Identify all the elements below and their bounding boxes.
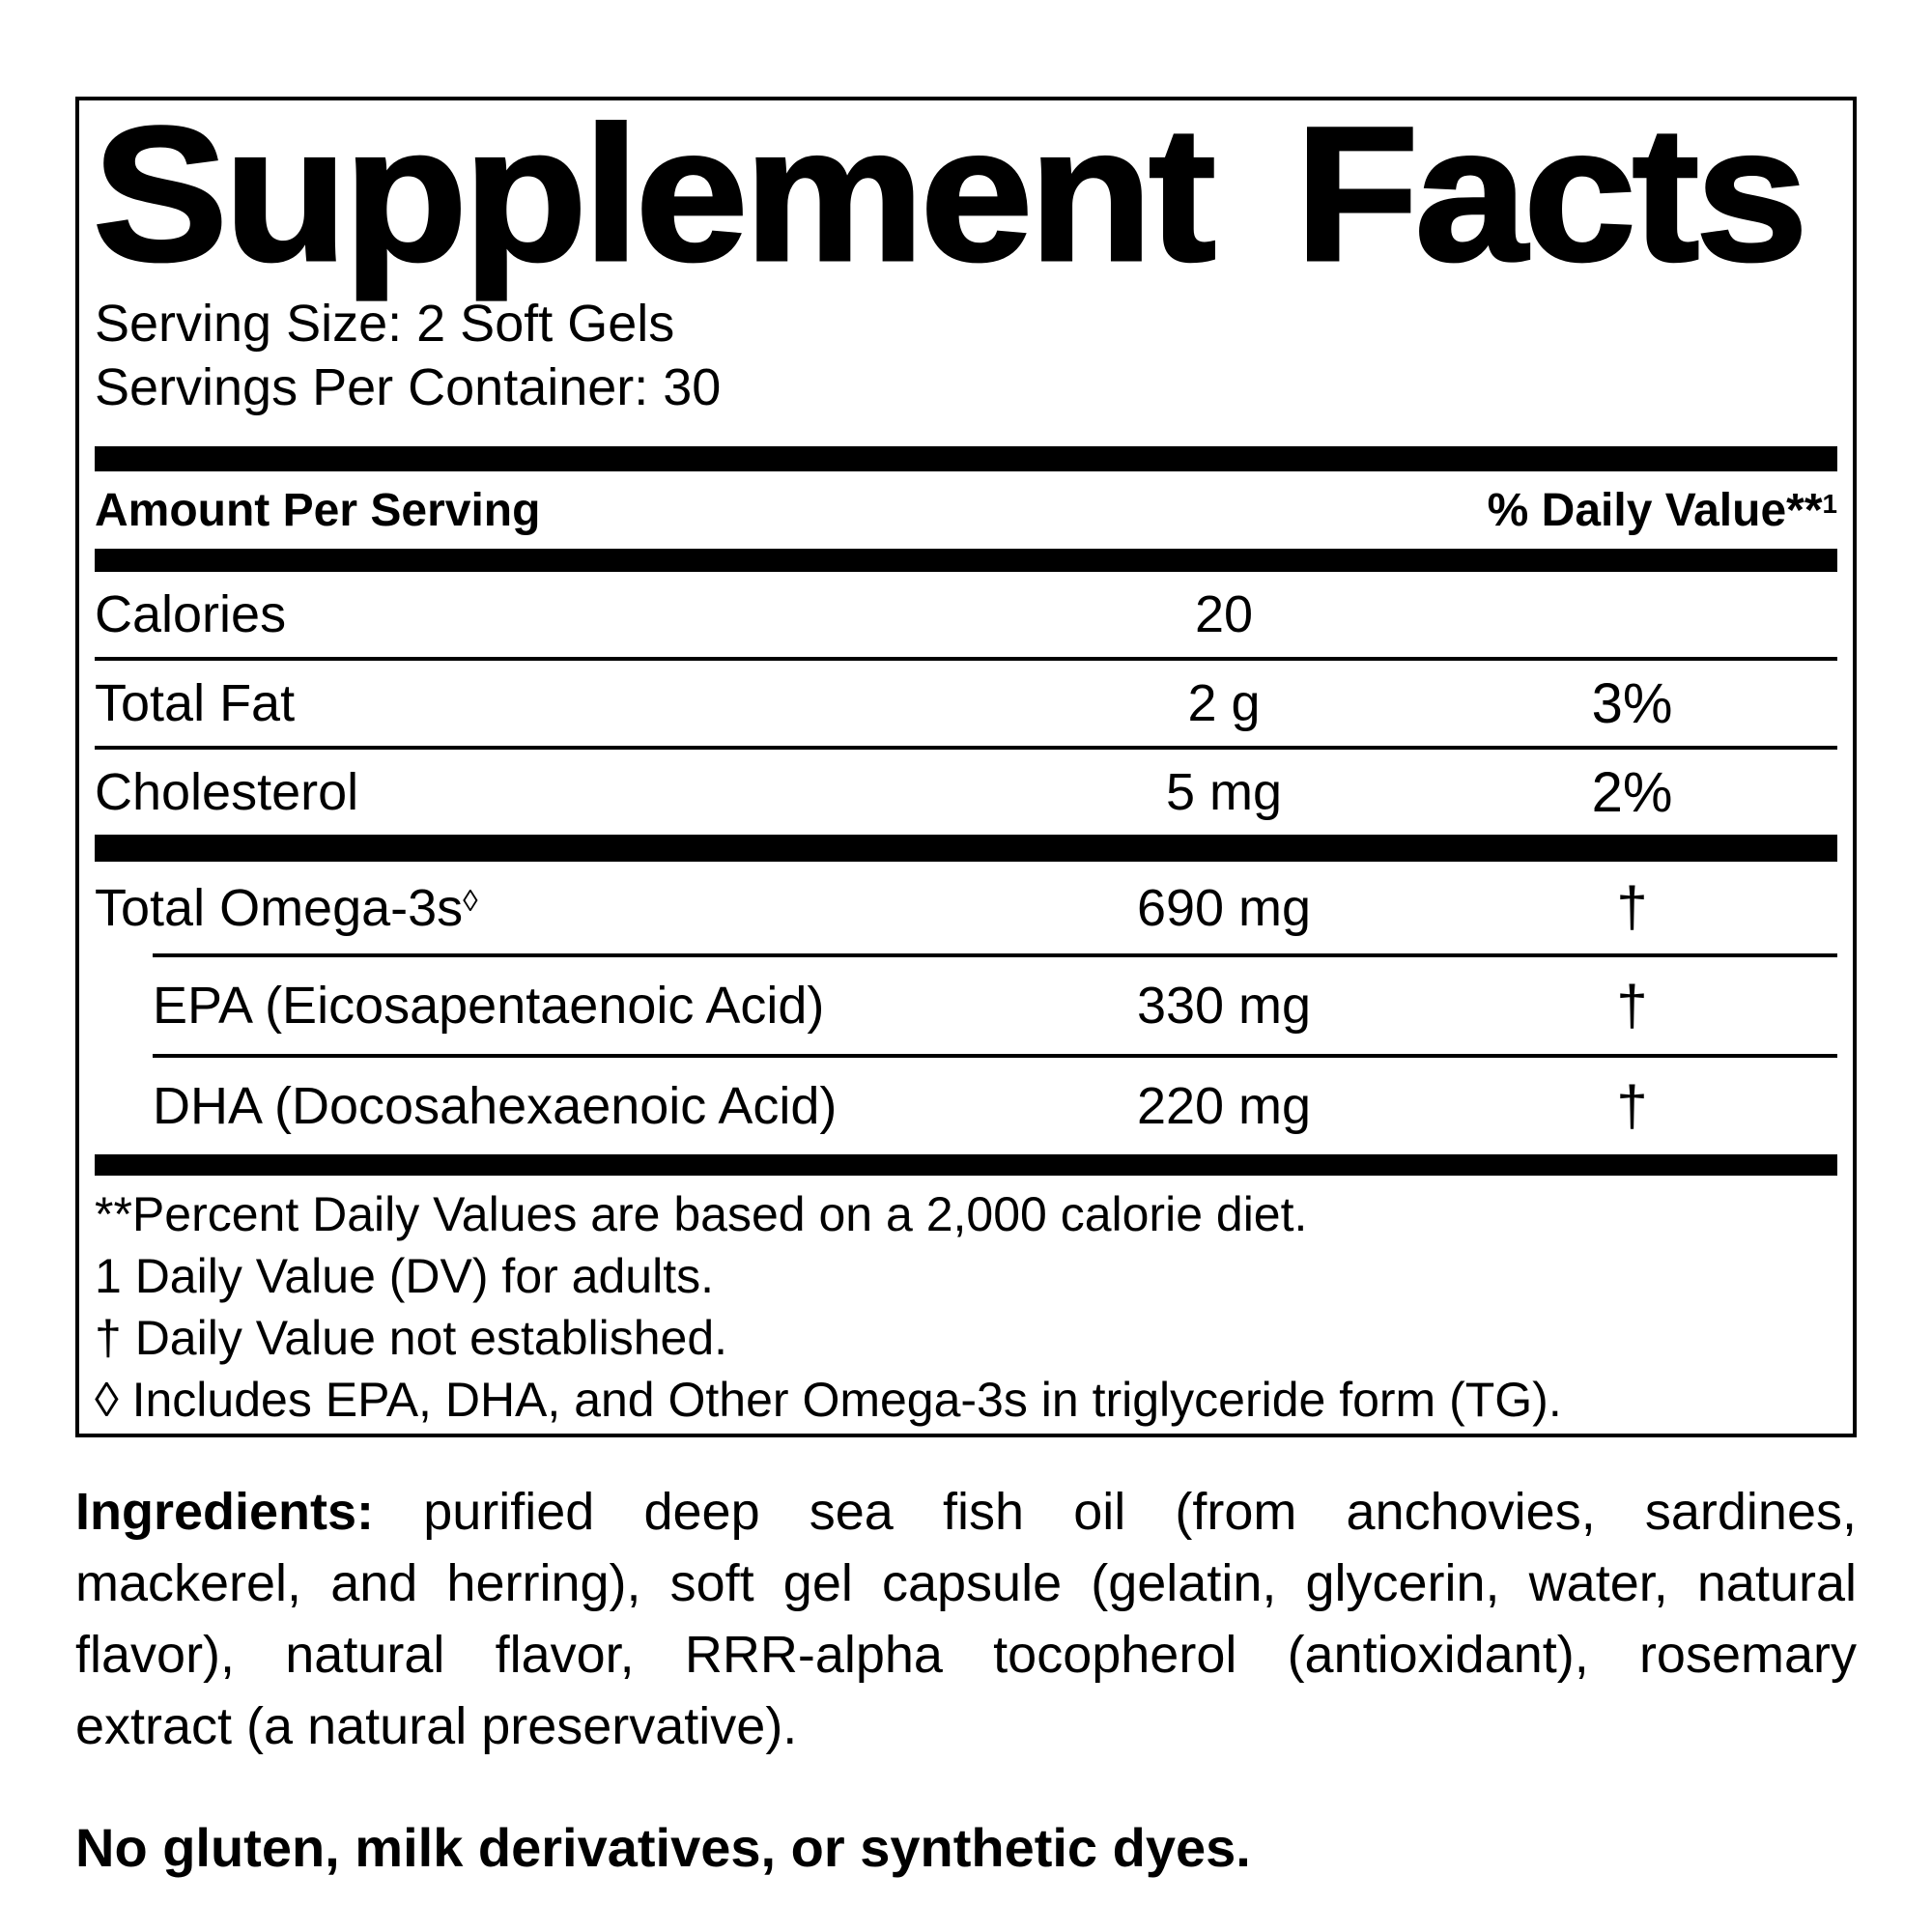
hairline-rule-indented <box>153 1054 1837 1058</box>
nutrient-amount: 5 mg <box>1165 763 1283 821</box>
nutrient-daily-value: † <box>1616 876 1648 939</box>
nutrient-name: Total Fat <box>95 674 296 732</box>
hairline-rule-indented <box>153 953 1837 957</box>
nutrient-row-total-fat: Total Fat 2 g 3% <box>95 661 1837 746</box>
hairline-rule <box>95 746 1837 750</box>
supplement-facts-panel: Supplement Facts Serving Size: 2 Soft Ge… <box>75 97 1857 1437</box>
nutrient-name: Total Omega-3s◊ <box>95 878 1021 938</box>
amount-per-serving-header: Amount Per Serving <box>95 484 541 536</box>
table-header-row: Amount Per Serving % Daily Value**1 <box>95 471 1837 549</box>
nutrient-row-cholesterol: Cholesterol 5 mg 2% <box>95 750 1837 835</box>
nutrient-row-calories: Calories 20 <box>95 572 1837 657</box>
nutrient-name: EPA (Eicosapentaenoic Acid) <box>153 977 825 1035</box>
nutrient-amount: 2 g <box>1187 674 1261 732</box>
nutrient-amount: 20 <box>1194 585 1254 643</box>
nutrient-row-total-omega3s: Total Omega-3s◊ 690 mg † <box>95 862 1837 953</box>
lozenge-footnote-marker: ◊ <box>463 884 478 919</box>
daily-value-header: % Daily Value**1 <box>1021 484 1837 537</box>
footnotes-block: **Percent Daily Values are based on a 2,… <box>95 1176 1837 1431</box>
nutrient-row-epa: EPA (Eicosapentaenoic Acid) 330 mg † <box>95 957 1837 1054</box>
footnote-dv-adults: 1 Daily Value (DV) for adults. <box>95 1249 714 1303</box>
nutrient-amount: 690 mg <box>1136 878 1312 937</box>
ingredients-paragraph: Ingredients: purified deep sea fish oil … <box>75 1476 1857 1762</box>
nutrient-name-text: Total Omega-3s <box>95 878 464 937</box>
footnote-lozenge: ◊ Includes EPA, DHA, and Other Omega-3s … <box>95 1373 1562 1427</box>
servings-per-container-line: Servings Per Container: 30 <box>95 358 722 416</box>
thick-rule-below-header <box>95 549 1837 572</box>
nutrient-name: Cholesterol <box>95 763 359 821</box>
daily-value-header-superscript: 1 <box>1822 488 1837 519</box>
hairline-rule <box>95 657 1837 661</box>
nutrient-amount: 220 mg <box>1136 1077 1312 1135</box>
ingredients-line: flavor), natural flavor, RRR-alpha tocop… <box>75 1626 1857 1684</box>
ingredients-label: Ingredients: <box>75 1483 375 1541</box>
nutrient-daily-value: 2% <box>1591 760 1673 824</box>
nutrient-daily-value: † <box>1616 1074 1648 1138</box>
thick-rule-top <box>95 446 1837 471</box>
serving-size-line: Serving Size: 2 Soft Gels <box>95 295 675 353</box>
nutrient-name: DHA (Docosahexaenoic Acid) <box>153 1077 838 1135</box>
allergen-statement: No gluten, milk derivatives, or syntheti… <box>75 1817 1251 1878</box>
nutrient-amount: 330 mg <box>1136 977 1312 1035</box>
nutrient-daily-value: 3% <box>1591 671 1673 735</box>
nutrient-row-dha: DHA (Docosahexaenoic Acid) 220 mg † <box>95 1058 1837 1154</box>
daily-value-header-text: % Daily Value** <box>1487 484 1823 536</box>
ingredients-line-text: purified deep sea fish oil (from anchovi… <box>423 1483 1857 1541</box>
footnote-percent-dv: **Percent Daily Values are based on a 2,… <box>95 1187 1308 1241</box>
footnote-dagger: † Daily Value not established. <box>95 1311 728 1365</box>
thick-rule-bottom <box>95 1154 1837 1176</box>
panel-title: Supplement Facts <box>91 97 1809 300</box>
thick-rule-mid <box>95 835 1837 862</box>
ingredients-line: extract (a natural preservative). <box>75 1697 798 1755</box>
nutrient-daily-value: † <box>1616 974 1648 1037</box>
nutrient-name: Calories <box>95 585 287 643</box>
ingredients-line: Ingredients: purified deep sea fish oil … <box>75 1476 1857 1548</box>
ingredients-line: mackerel, and herring), soft gel capsule… <box>75 1554 1857 1612</box>
